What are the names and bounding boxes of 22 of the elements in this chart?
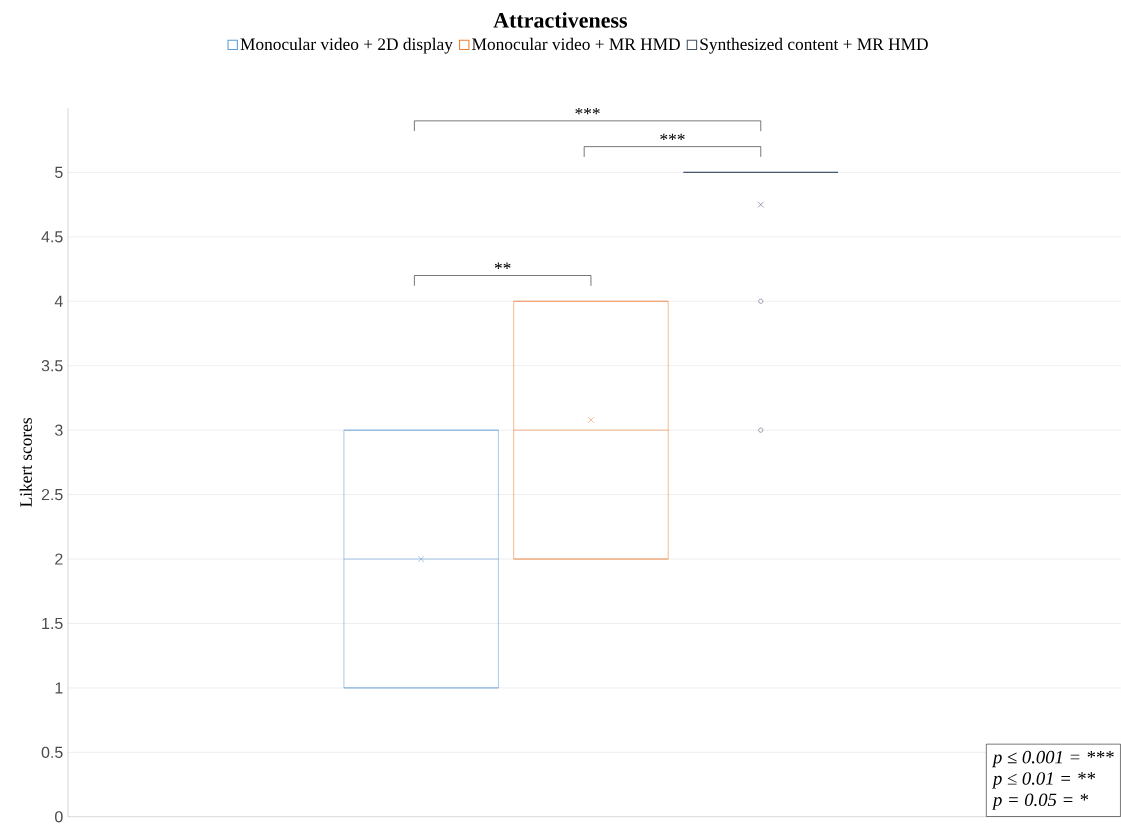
legend-label: Monocular video + 2D display [240, 37, 453, 54]
y-tick-label: 2.5 [41, 488, 63, 501]
y-tick-label: 1.5 [42, 617, 63, 630]
annotation: p ≤ 0.001 = *** [991, 750, 1114, 768]
y-tick-label: 2 [55, 553, 63, 565]
y-tick-label: 0.5 [41, 746, 63, 759]
y-tick-label: 3 [54, 424, 63, 436]
y-axis-title: Likert scores [19, 418, 32, 507]
annotation: p = 0.05 = * [991, 793, 1089, 810]
chart-title: Attractiveness [493, 12, 628, 28]
legend-label: Monocular video + MR HMD [472, 37, 680, 51]
legend-label: Synthesized content + MR HMD [700, 37, 928, 54]
y-tick-label: 3.5 [41, 360, 63, 372]
annotation: *** [660, 133, 685, 141]
y-tick-label: 1 [55, 682, 63, 694]
y-tick-label: 4.5 [41, 231, 63, 243]
y-tick-label: 4 [54, 295, 63, 307]
y-tick-label: 5 [55, 166, 63, 179]
annotation: *** [575, 107, 600, 115]
annotation: ** [494, 262, 511, 269]
annotation: p ≤ 0.01 = ** [991, 772, 1096, 789]
y-tick-label: 0 [55, 811, 63, 823]
